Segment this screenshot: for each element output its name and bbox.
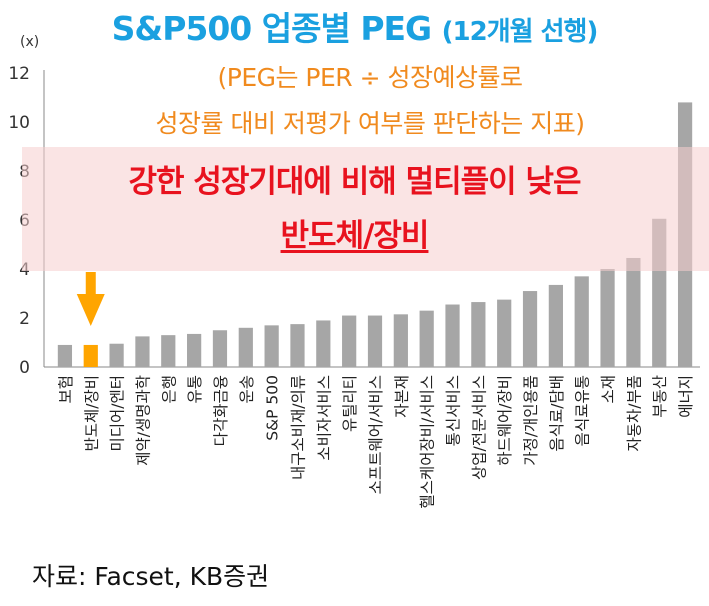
x-tick-label: 가정/개인용품 [522,375,540,466]
x-tick-label: 유통 [186,375,204,404]
x-tick-label: 상업/전문서비스 [470,375,488,480]
bar-10 [316,320,331,367]
bar-2 [109,343,124,367]
bar-7 [238,327,253,367]
bar-0 [57,344,73,367]
x-tick-label: 다각화금융 [212,375,230,446]
x-tick-label: 자본재 [393,375,411,418]
x-tick-label: 제약/생명과학 [134,375,152,466]
x-tick-label: 음식료/담배 [548,375,566,452]
bar-12 [367,315,383,367]
x-tick-label: 운송 [238,375,256,404]
highlight-text-line-1: 강한 성장기대에 비해 멀티플이 낮은 [128,164,582,200]
description-line-1: (PEG는 PER ÷ 성장예상률로 [217,63,523,92]
bar-20 [574,276,589,367]
y-tick-label: 10 [8,113,30,133]
highlight-arrow-icon [76,272,105,326]
x-tick-label: 부동산 [651,375,669,418]
x-tick-label: 유틸리티 [341,375,359,432]
y-tick-label: 0 [19,358,30,378]
x-tick-label: 반도체/장비 [83,375,101,452]
x-tick-label: 보험 [57,375,75,404]
highlight-text-line-2: 반도체/장비 [280,218,430,254]
bar-8 [264,325,279,367]
source-note: 자료: Facset, KB증권 [32,562,270,591]
bar-4 [161,335,176,367]
bar-18 [522,291,538,367]
x-tick-label: 음식료유통 [574,375,592,446]
bar-3 [135,336,150,367]
bar-6 [212,330,228,367]
bar-22 [626,257,641,367]
x-tick-label: 통신서비스 [445,375,463,446]
bar-5 [187,333,202,367]
x-tick-label: 자동차/부품 [625,375,643,452]
bar-19 [548,284,563,367]
x-tick-label: 하드웨어/장비 [496,375,514,466]
description-line-2: 성장률 대비 저평가 여부를 판단하는 지표) [155,109,586,138]
bar-16 [471,302,486,367]
chart-title: S&P500 업종별 PEG (12개월 선행) [0,2,709,50]
x-tick-label: 에너지 [677,375,695,418]
x-tick-label: 소재 [600,375,618,404]
bar-1 [83,344,98,367]
bar-9 [290,324,305,367]
bar-17 [497,299,512,367]
y-tick-label: 12 [8,64,30,84]
bar-13 [393,314,408,367]
bar-15 [445,304,460,367]
x-tick-label: 내구소비재/의류 [289,375,307,480]
bar-11 [342,315,357,367]
chart-title-main: S&P500 업종별 PEG [111,9,432,48]
x-tick-label: 미디어/엔터 [109,375,127,452]
bar-14 [419,310,434,367]
y-tick-label: 2 [19,309,30,329]
x-tick-label: S&P 500 [264,375,282,441]
x-tick-label: 은행 [160,375,178,404]
x-tick-label: 소프트웨어/서비스 [367,375,385,494]
bar-21 [600,269,615,367]
x-tick-label: 헬스케어장비/서비스 [419,375,437,509]
highlight-band [22,147,709,271]
chart-title-sub: (12개월 선행) [441,17,599,47]
y-unit-label: (x) [20,34,40,50]
x-tick-label: 소비자서비스 [315,375,333,461]
